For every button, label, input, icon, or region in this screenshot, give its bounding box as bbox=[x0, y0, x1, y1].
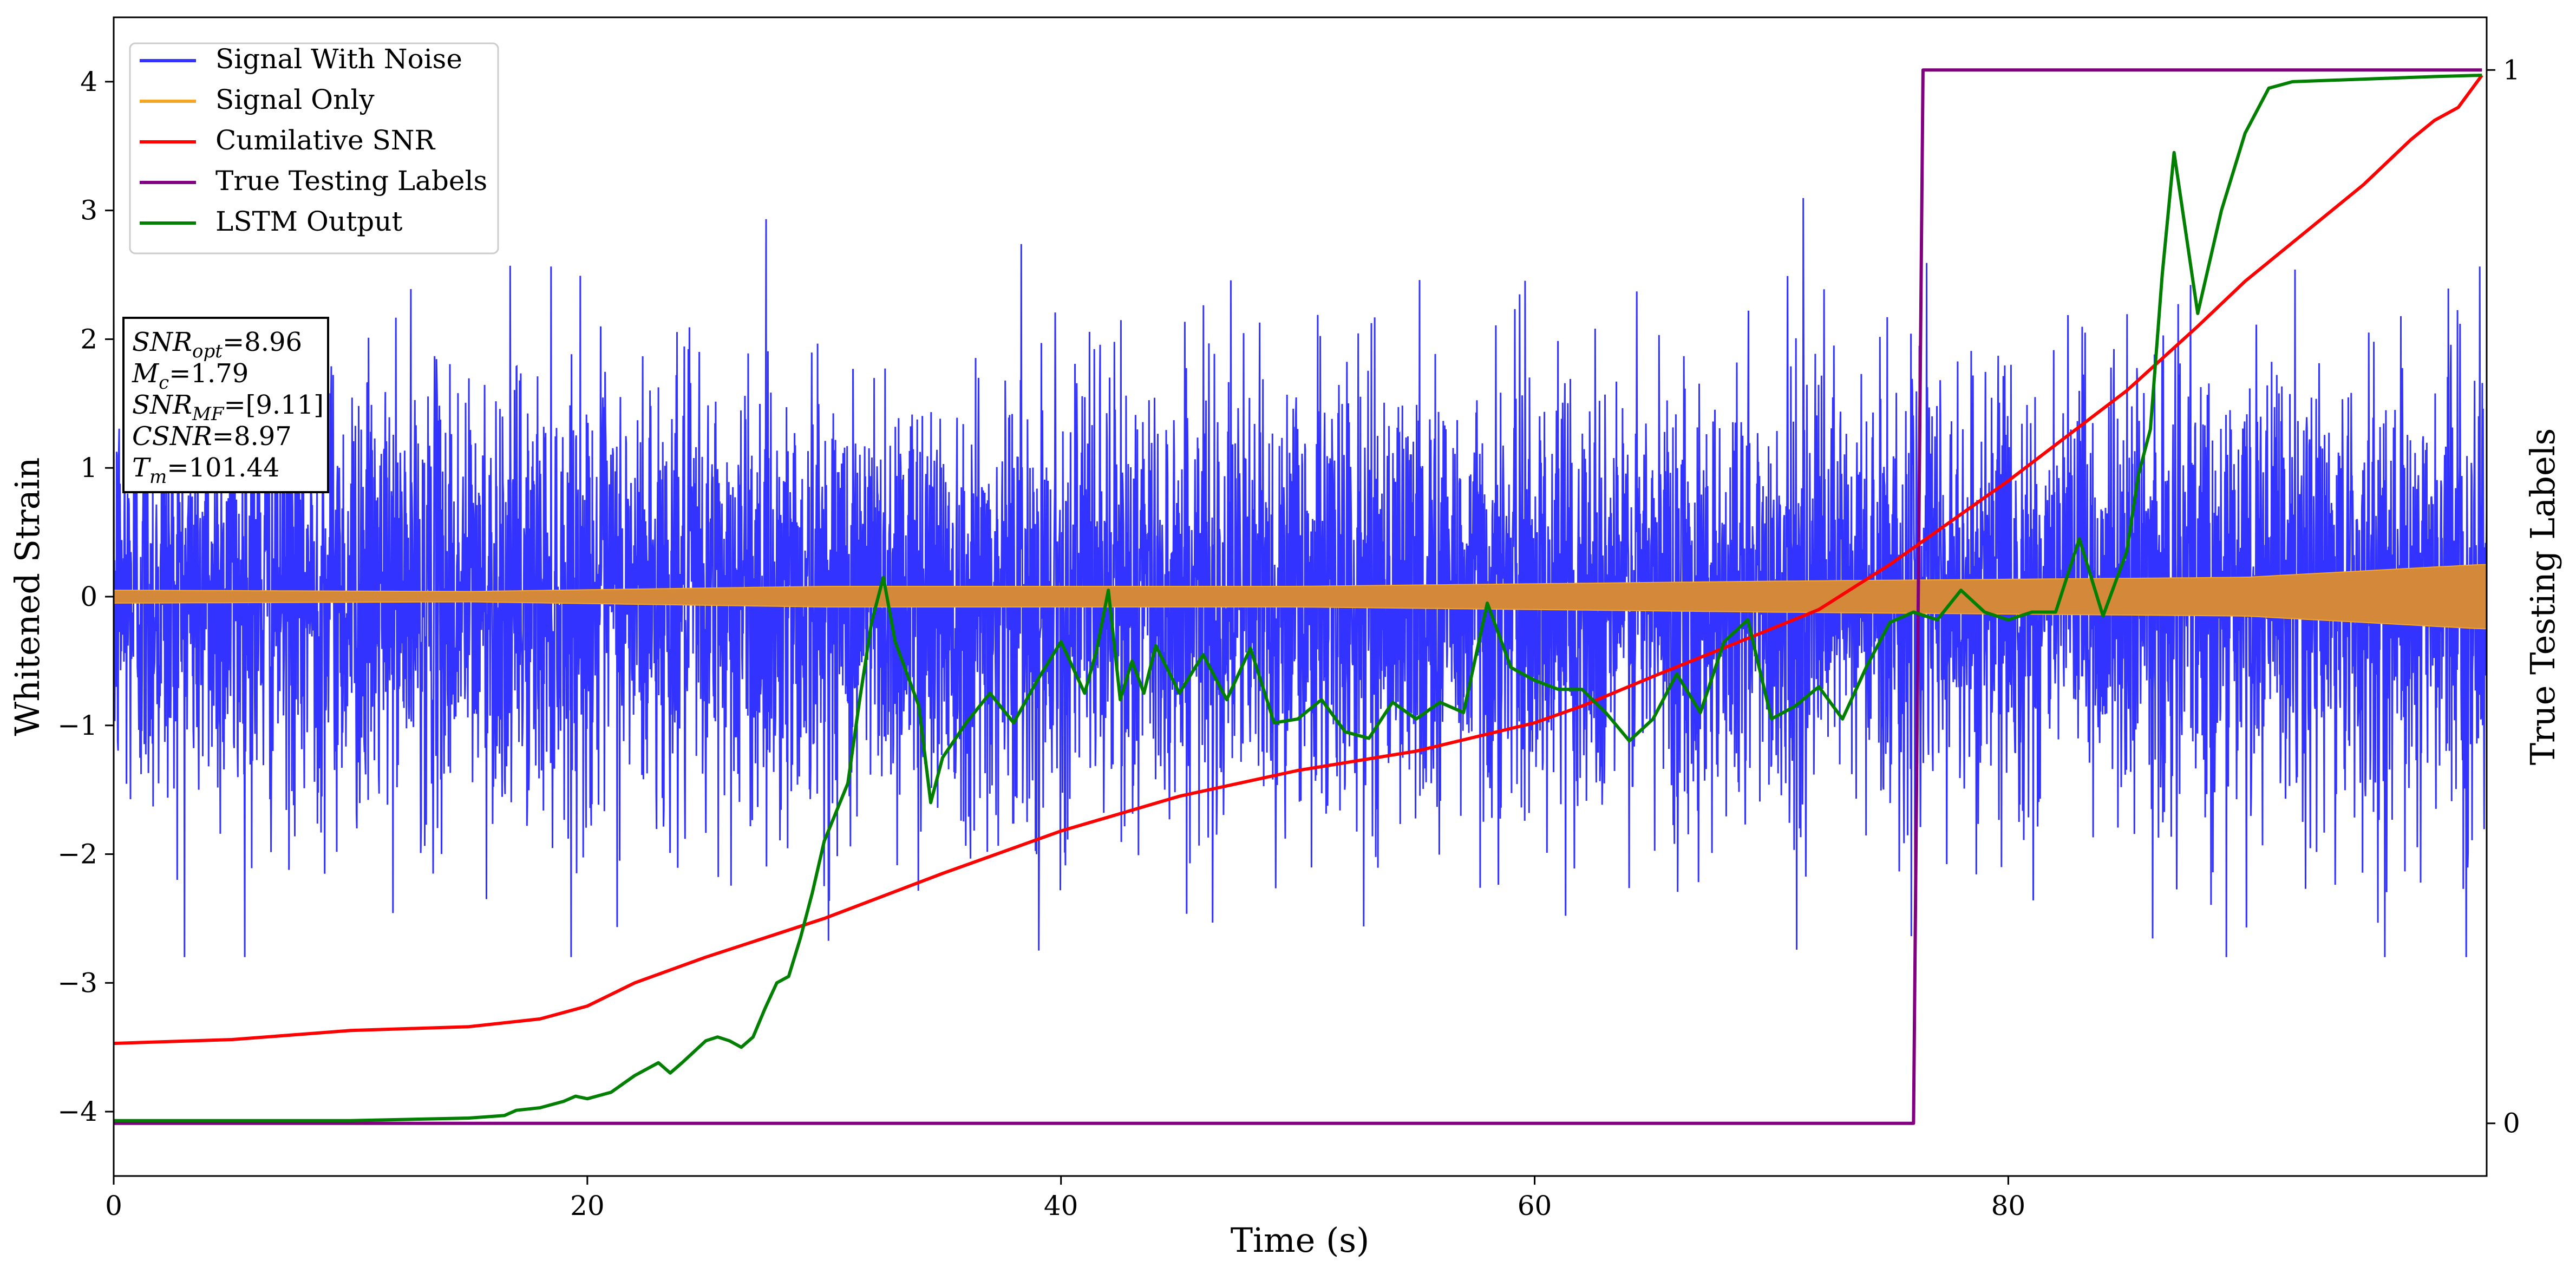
x-axis: 0 20 40 60 80 bbox=[105, 1176, 2025, 1221]
info-box-row: CSNR=8.97 bbox=[132, 421, 292, 452]
y-axis-title: Whitened Strain bbox=[8, 458, 47, 736]
y2-axis: 01 bbox=[2487, 54, 2520, 1139]
y2-axis-title: True Testing Labels bbox=[2523, 428, 2562, 766]
info-box-frame bbox=[122, 317, 329, 493]
y-tick-label: −3 bbox=[57, 967, 97, 998]
y-tick-label: −2 bbox=[57, 839, 97, 870]
legend-label: Signal Only bbox=[215, 84, 375, 115]
x-tick-label: 80 bbox=[1991, 1190, 2026, 1221]
legend: Signal With Noise Signal Only Cumilative S… bbox=[129, 42, 499, 254]
y2-tick-label: 0 bbox=[2503, 1108, 2520, 1139]
y-tick-label: 4 bbox=[80, 66, 97, 97]
info-box-row: SNRopt=8.96 bbox=[132, 327, 302, 362]
legend-label: True Testing Labels bbox=[215, 165, 487, 197]
legend-label: Signal With Noise bbox=[215, 43, 462, 75]
y2-tick-label: 1 bbox=[2503, 54, 2520, 86]
series-lstm-output bbox=[114, 74, 2482, 1122]
legend-label: Cumilative SNR bbox=[215, 125, 435, 156]
legend-label: LSTM Output bbox=[215, 206, 402, 237]
legend-frame bbox=[129, 42, 499, 254]
y-tick-label: 0 bbox=[80, 581, 97, 612]
y-tick-label: −4 bbox=[57, 1096, 97, 1127]
series-cumilative-snr bbox=[113, 74, 2483, 1046]
info-box-row: Mc=1.79 bbox=[132, 358, 249, 394]
y-tick-label: 2 bbox=[80, 323, 97, 355]
x-tick-label: 0 bbox=[105, 1190, 122, 1221]
y-tick-label: 3 bbox=[80, 195, 97, 226]
x-tick-label: 40 bbox=[1044, 1190, 1078, 1221]
y-axis: −4 −3 −2 −1 0 1 2 3 4 bbox=[57, 66, 114, 1127]
y-tick-label: 1 bbox=[80, 452, 97, 484]
info-box-row: Tm=101.44 bbox=[132, 453, 279, 488]
info-box: SNRopt=8.96Mc=1.79SNRMF=[9.11]CSNR=8.97T… bbox=[122, 317, 329, 493]
y-tick-label: −1 bbox=[57, 710, 97, 741]
x-axis-title: Time (s) bbox=[1231, 1220, 1370, 1260]
x-tick-label: 20 bbox=[570, 1190, 605, 1221]
x-tick-label: 60 bbox=[1518, 1190, 1552, 1221]
series-true-testing-labels bbox=[114, 68, 2482, 1125]
series-lines-layer bbox=[113, 68, 2483, 1125]
info-box-row: SNRMF=[9.11] bbox=[132, 390, 324, 425]
